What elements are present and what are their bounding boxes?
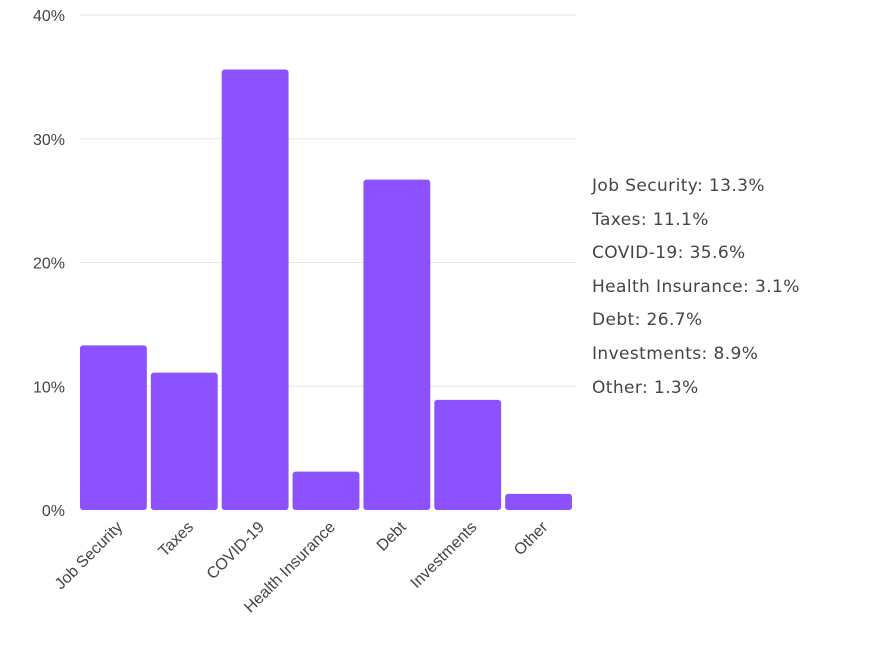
y-tick-label: 30%	[33, 132, 65, 149]
legend-item-other: Other: 1.3%	[592, 377, 699, 398]
x-tick-label-other: Other	[511, 518, 552, 559]
bar-taxes	[150, 372, 218, 510]
x-tick-label-covid-19: COVID-19	[204, 519, 268, 583]
x-tick-label-taxes: Taxes	[156, 519, 198, 561]
legend-item-investments: Investments: 8.9%	[592, 343, 759, 364]
y-tick-label: 10%	[33, 379, 65, 396]
y-tick-label: 0%	[42, 503, 65, 520]
bar-covid-19	[221, 69, 289, 510]
value-legend: Job Security: 13.3% Taxes: 11.1% COVID-1…	[592, 173, 800, 408]
bar-job-security	[80, 345, 147, 510]
bar-investments	[434, 399, 502, 510]
legend-item-job-security: Job Security: 13.3%	[592, 176, 765, 196]
gridlines	[80, 14, 576, 387]
legend-item-health-insurance: Health Insurance: 3.1%	[592, 276, 800, 297]
bar-other	[505, 493, 572, 510]
x-tick-label-investments: Investments	[408, 519, 481, 592]
y-tick-label: 20%	[33, 256, 65, 273]
legend-item-taxes: Taxes: 11.1%	[592, 209, 709, 230]
y-axis-tick-labels: 0% 10% 20% 30% 40%	[33, 8, 65, 520]
bar-debt	[363, 179, 431, 510]
bars	[80, 69, 572, 510]
y-tick-label: 40%	[33, 8, 65, 25]
legend-item-covid-19: COVID-19: 35.6%	[592, 243, 746, 264]
legend-item-debt: Debt: 26.7%	[592, 310, 703, 331]
x-tick-label-debt: Debt	[374, 518, 410, 554]
x-tick-label-job-security: Job Security	[52, 519, 126, 593]
bar-health-insurance	[292, 471, 360, 510]
